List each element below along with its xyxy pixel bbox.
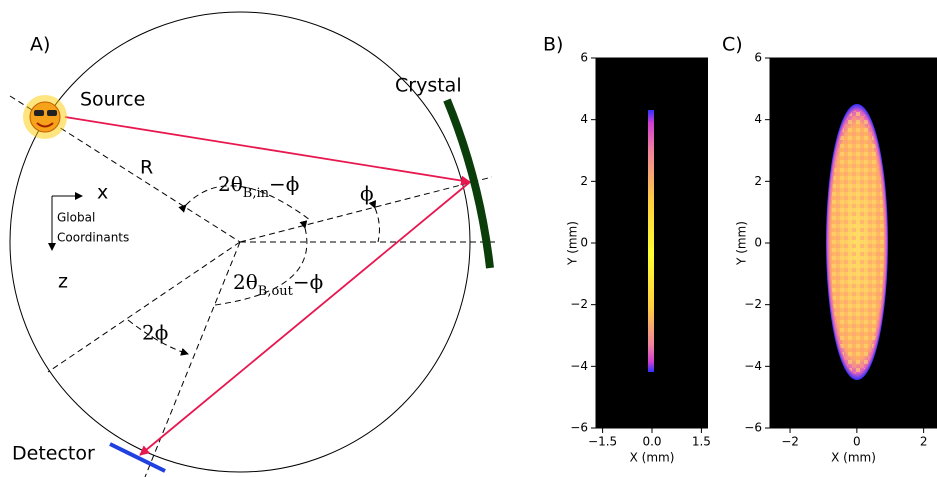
x-axis-label: X (mm) [630,451,675,465]
source-label: Source [80,89,145,111]
coordinates-note: Coordinants [57,231,129,245]
y-tick-label: −6 [570,421,588,435]
y-tick-label: 2 [580,174,588,188]
detector [109,442,166,473]
angle-label: 2θB,out−ϕ [233,270,323,299]
dashed-line [47,241,241,373]
x-tick-label: −2 [781,435,799,449]
detector-label: Detector [12,443,95,465]
x-axis-label: x [97,182,108,204]
y-tick-label: −6 [744,421,762,435]
crystal-label: Crystal [395,75,462,97]
angle-arc [214,220,308,306]
y-tick-label: 0 [754,236,762,250]
y-tick-label: 2 [754,174,762,188]
sun-icon [23,95,67,139]
incident-ray [64,116,471,186]
y-tick-label: −4 [570,359,588,373]
panel-label: B) [543,34,563,56]
y-axis-label: Y (mm) [735,221,749,266]
y-tick-label: 6 [754,51,762,65]
x-tick-label: 0.0 [642,435,661,449]
y-tick-label: −2 [570,297,588,311]
dashed-line [144,241,241,477]
angle-arc [127,319,189,356]
y-tick-label: 0 [580,236,588,250]
x-tick-label: 0 [853,435,861,449]
x-tick-label: 1.5 [692,435,711,449]
angle-arc [178,185,311,221]
angle-arc [368,200,380,243]
x-tick-label: −1.5 [588,435,617,449]
y-tick-label: 4 [580,112,588,126]
crystal [443,98,494,269]
y-axis-label: Y (mm) [566,221,580,266]
dashed-line [239,176,493,243]
coordinates-note: Global [57,211,95,225]
x-tick-label: 2 [920,435,928,449]
panel-a: A) Source Crystal Detector R x z Global … [9,11,495,477]
panel-label: A) [30,34,50,56]
y-tick-label: 4 [754,112,762,126]
angle-label: 2θB,in−ϕ [218,172,299,201]
y-tick-label: −4 [744,359,762,373]
angle-label: ϕ [360,182,374,206]
angle-label: 2ϕ [142,321,168,345]
z-axis-label: z [58,271,68,293]
beam-image [648,110,654,372]
y-tick-label: −2 [744,297,762,311]
panel-label: C) [722,34,743,56]
y-tick-label: 6 [580,51,588,65]
radius-label: R [140,157,153,179]
beam-image [830,110,884,374]
x-axis-label: X (mm) [831,451,876,465]
reflected-ray [139,181,471,456]
